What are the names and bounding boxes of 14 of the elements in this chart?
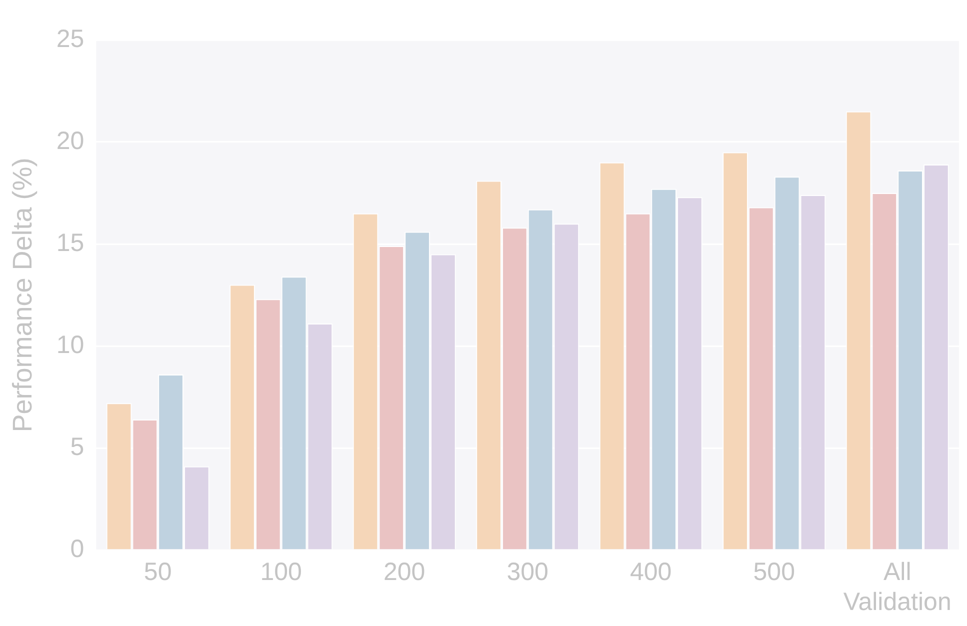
x-tick-label: 400	[630, 558, 672, 586]
x-tick-label: All Validation	[843, 558, 952, 616]
y-tick-label: 10	[56, 330, 84, 359]
y-tick-label: 25	[56, 24, 84, 53]
y-axis-title: Performance Delta (%)	[8, 158, 38, 432]
x-tick-label: 200	[383, 558, 426, 586]
y-tick-label: 15	[56, 228, 84, 257]
x-tick-label: 100	[260, 558, 302, 586]
x-tick-label: 300	[506, 558, 548, 586]
y-tick-label: 20	[56, 126, 84, 155]
y-tick-label: 5	[70, 432, 84, 461]
x-tick-label: 500	[753, 558, 795, 586]
x-tick-label: 50	[144, 558, 172, 586]
y-tick-label: 0	[70, 534, 84, 563]
